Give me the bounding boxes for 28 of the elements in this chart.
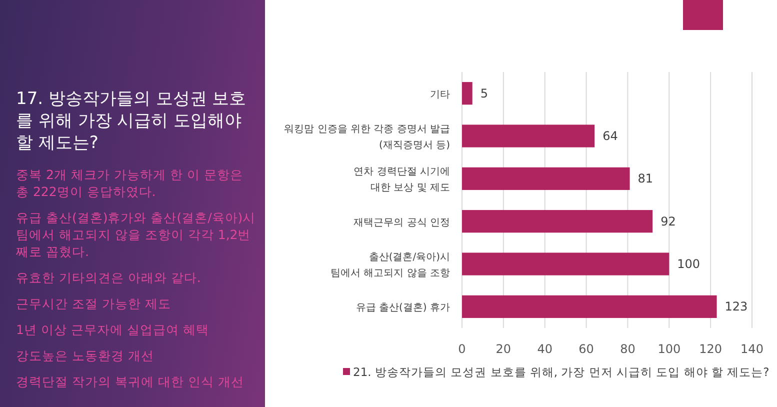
y-tick-label: 워킹맘 인증을 위한 각종 증명서 발급 (재직증명서 등) <box>284 124 450 151</box>
legend-label: 21. 방송작가들의 모성권 보호를 위해, 가장 먼저 시급히 도입 해야 할 제도는? <box>353 365 770 379</box>
data-label: 5 <box>480 86 488 100</box>
bar <box>462 124 595 148</box>
y-tick-label: 재택근무의 공식 인정 <box>354 217 450 228</box>
y-tick-label: 출산(결혼/육아)시 팀에서 해고되지 않을 조항 <box>330 252 450 279</box>
data-label: 81 <box>638 172 654 186</box>
data-label: 64 <box>602 129 618 143</box>
x-tick-label: 140 <box>740 342 764 356</box>
data-label: 92 <box>660 214 676 228</box>
y-tick-label: 연차 경력단절 시기에 대한 보상 및 제도 <box>354 166 450 194</box>
bar <box>462 82 472 105</box>
y-tick-label: 유급 출산(결혼) 휴가 <box>356 302 450 314</box>
bar <box>462 167 630 190</box>
x-tick-label: 20 <box>496 342 512 356</box>
x-tick-label: 120 <box>699 342 722 356</box>
x-tick-label: 100 <box>658 342 681 356</box>
bar <box>462 210 653 233</box>
x-tick-label: 60 <box>578 342 594 356</box>
x-tick-label: 80 <box>620 342 636 356</box>
data-label: 100 <box>677 257 700 271</box>
picture-slide-panel: 17. 방송작가들의 모성권 보호를 위해 가장 시급히 도입해야 할 제도는? 중복 2개 체크가 가능하게 한 이 문항은 총 222명이 응답하였다. 유급 출산(결혼)휴가와 출산(결혼/육아)시 팀에서 해고되지 않을 조항이 각각 1,2번째로 꼽혔다. 유효한 기타의견은 아래와 같다. 근무시간 조절 가능한 제도 1년 이상 근무자에 실업급여 혜택 강도높은 노동환경 개선 경력단절 작가의 복귀에 대한 인식 개선 <box>0 0 265 407</box>
bar <box>462 252 670 276</box>
x-tick-label: 0 <box>458 342 466 356</box>
data-label: 123 <box>724 300 748 314</box>
bar <box>462 295 717 318</box>
x-tick-label: 40 <box>537 342 552 356</box>
y-tick-label: 기타 <box>430 89 450 100</box>
